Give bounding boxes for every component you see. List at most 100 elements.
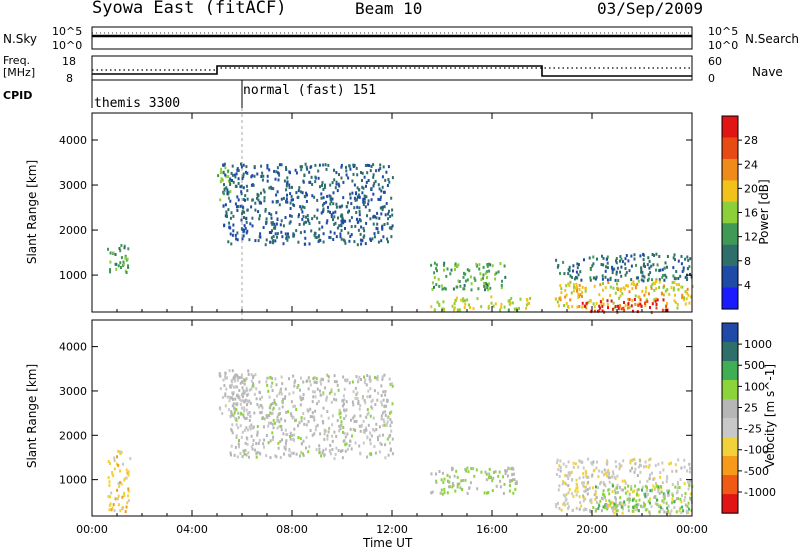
velocity-range-gate [309,383,312,387]
power-range-gate [388,209,390,213]
velocity-range-gate [582,499,585,503]
power-range-gate [387,212,390,216]
velocity-range-gate [386,420,389,424]
velocity-range-gate [326,410,329,413]
power-range-gate [313,231,316,235]
power-range-gate [630,264,633,268]
velocity-range-gate [242,449,245,453]
power-range-gate [303,174,306,178]
velocity-range-gate [311,400,314,404]
velocity-range-gate [649,473,651,477]
power-range-gate [673,253,676,257]
power-range-gate [620,307,623,311]
power-range-gate [473,276,476,280]
power-range-gate [325,221,328,225]
velocity-range-gate [262,442,265,446]
power-range-gate [277,178,280,182]
velocity-range-gate [254,448,257,452]
velocity-range-gate [300,419,303,423]
velocity-range-gate [249,427,252,431]
velocity-range-gate [611,490,614,494]
power-range-gate [309,165,312,169]
velocity-range-gate [644,492,647,496]
velocity-range-gate [373,445,376,448]
power-range-gate [526,303,528,307]
power-range-gate [445,274,448,278]
power-range-gate [273,222,276,226]
velocity-range-gate [648,512,651,516]
power-range-gate [430,263,433,267]
power-range-gate [632,309,634,313]
power-range-gate [332,202,335,206]
power-range-gate [325,167,328,171]
velocity-range-gate [616,486,618,490]
power-colorbar-tick-label: 8 [744,255,751,268]
velocity-range-gate [430,491,433,495]
power-range-gate [342,219,345,223]
velocity-range-gate [356,391,359,395]
power-range-gate [342,180,345,184]
power-range-gate [462,275,465,279]
power-range-gate [379,198,382,201]
power-range-gate [262,226,265,229]
power-colorbar-tick-label: 24 [744,158,758,171]
velocity-range-gate [564,495,567,498]
velocity-range-gate [281,382,284,386]
velocity-range-gate [440,478,443,482]
power-range-gate [631,299,634,303]
velocity-range-gate [679,497,682,501]
power-range-gate [286,238,289,242]
velocity-range-gate [380,414,383,418]
power-range-gate [286,182,288,186]
power-range-gate [362,235,365,239]
power-range-gate [262,174,265,178]
velocity-range-gate [279,456,282,459]
power-range-gate [565,284,568,288]
power-range-gate [656,263,659,267]
velocity-range-gate [615,465,618,469]
velocity-range-gate [126,501,129,505]
velocity-range-gate [109,462,111,465]
power-range-gate [242,163,245,167]
power-range-gate [322,196,325,200]
velocity-range-gate [689,496,692,500]
power-range-gate [226,215,228,218]
power-range-gate [227,208,230,212]
velocity-range-gate [305,379,308,383]
velocity-range-gate [559,469,562,473]
power-range-gate [557,304,560,308]
power-range-gate [338,173,340,177]
velocity-range-gate [328,449,331,453]
velocity-range-gate [637,465,640,469]
velocity-range-gate [389,424,392,428]
velocity-range-gate [633,489,636,493]
power-range-gate [229,190,232,194]
power-range-gate [264,209,267,213]
power-range-gate [625,284,628,287]
velocity-range-gate [289,412,292,416]
velocity-range-gate [359,404,362,408]
velocity-range-gate [364,378,367,382]
power-range-gate [458,308,461,312]
velocity-range-gate [242,389,245,393]
velocity-range-gate [681,505,684,509]
velocity-range-gate [509,484,511,488]
power-range-gate [664,261,667,265]
velocity-range-gate [268,395,271,399]
power-range-gate [237,205,240,209]
velocity-range-gate [326,434,329,438]
velocity-range-gate [511,466,514,470]
power-range-gate [431,287,434,291]
velocity-range-gate [582,466,585,470]
velocity-range-gate [117,482,120,485]
velocity-range-gate [490,475,492,479]
velocity-range-gate [623,479,626,483]
velocity-range-gate [576,490,579,494]
velocity-range-gate [389,383,392,386]
velocity-range-gate [292,391,295,395]
velocity-range-gate [236,374,239,378]
power-range-gate [436,300,439,304]
velocity-range-gate [291,434,294,437]
power-range-gate [627,297,630,301]
nave-tick-bottom: 0 [708,72,715,85]
